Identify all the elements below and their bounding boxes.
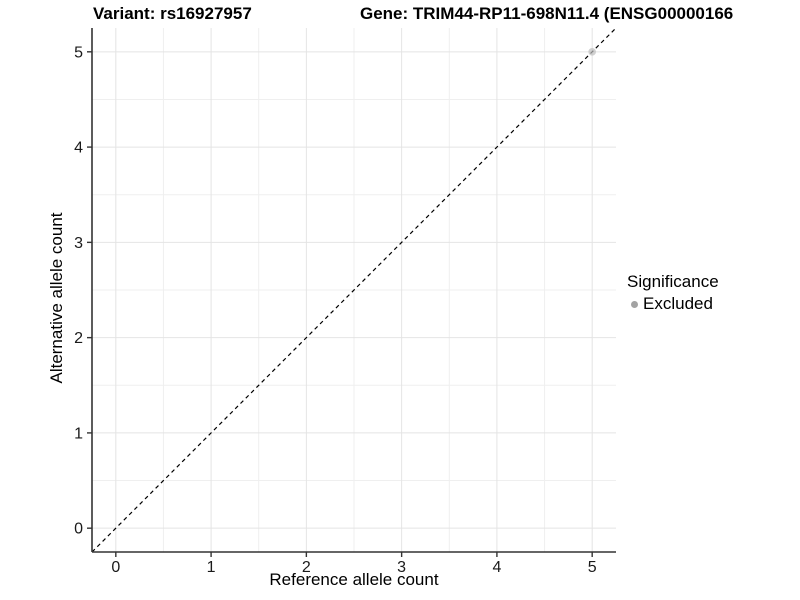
y-tick-label: 1 [74, 425, 83, 442]
data-point [588, 48, 596, 56]
legend-item-label: Excluded [643, 294, 713, 313]
excluded-point-icon [631, 300, 638, 308]
plot-title-gene: Gene: TRIM44-RP11-698N11.4 (ENSG00000166 [360, 4, 734, 23]
y-tick-label: 3 [74, 235, 83, 252]
x-tick-label: 0 [111, 559, 120, 576]
identity-line [92, 28, 616, 552]
legend-item-excluded: Excluded [627, 294, 719, 314]
x-tick-label: 5 [588, 559, 597, 576]
y-axis-label: Alternative allele count [47, 212, 66, 384]
legend-title: Significance [627, 272, 719, 291]
legend: Significance Excluded [627, 272, 719, 314]
y-tick-label: 5 [74, 44, 83, 61]
x-tick-label: 4 [492, 559, 501, 576]
y-tick-label: 4 [74, 140, 83, 157]
y-tick-label: 0 [74, 521, 83, 538]
x-tick-label: 3 [397, 559, 406, 576]
x-axis-label: Reference allele count [269, 570, 439, 589]
y-tick-label: 2 [74, 330, 83, 347]
x-tick-label: 1 [207, 559, 216, 576]
plot-title-variant: Variant: rs16927957 [93, 4, 252, 23]
x-tick-label: 2 [302, 559, 311, 576]
